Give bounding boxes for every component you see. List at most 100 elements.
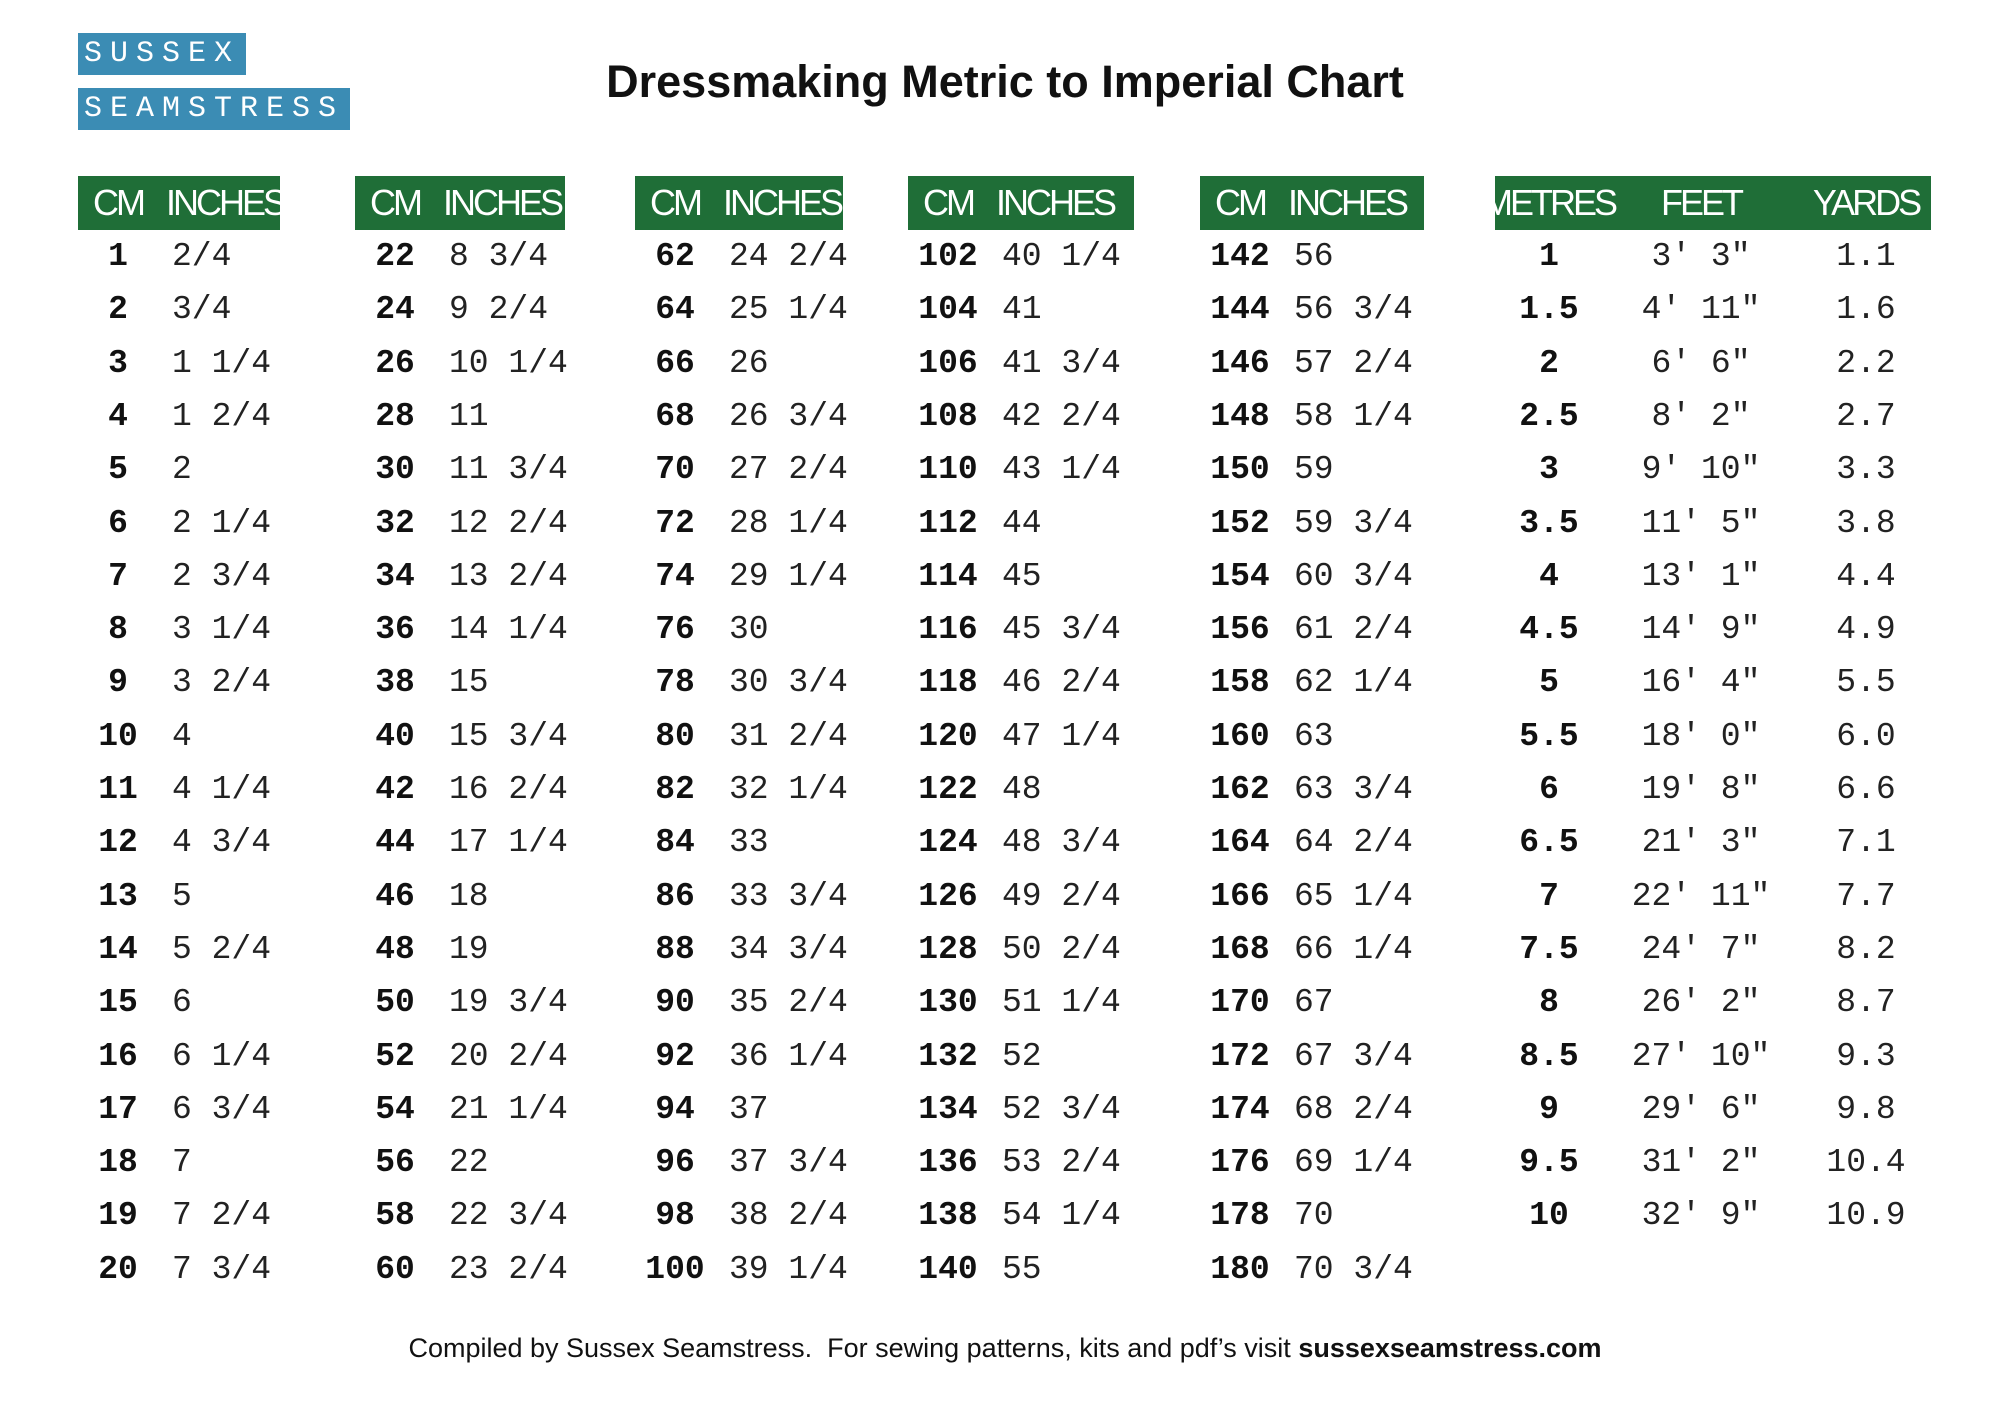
metres-value: 9.5 [1519, 1144, 1579, 1182]
feet-value: 22' 11" [1631, 877, 1771, 915]
feet-value: 19' 8" [1641, 771, 1761, 808]
inches-value: 57 2/4 [1294, 344, 1413, 382]
cm-value: 128 [918, 930, 978, 968]
cm-value: 48 [375, 930, 415, 968]
metres-value: 8.5 [1519, 1037, 1579, 1075]
cm-value: 154 [1210, 557, 1270, 595]
inches-value: 63 3/4 [1294, 771, 1413, 808]
inches-value: 33 3/4 [729, 877, 848, 915]
cm-value: 74 [655, 557, 695, 595]
cm-value: 2 [108, 291, 128, 329]
inches-value: 64 2/4 [1294, 824, 1413, 862]
inches-value: 23 2/4 [449, 1250, 568, 1288]
inches-value: 15 3/4 [449, 717, 568, 755]
cm-value: 54 [375, 1090, 415, 1128]
cm-value: 178 [1210, 1197, 1270, 1235]
inches-value: 56 3/4 [1294, 291, 1413, 329]
metres-value: 2 [1539, 344, 1559, 382]
inches-value: 6 3/4 [172, 1090, 272, 1128]
inches-value: 41 3/4 [1002, 344, 1121, 382]
inches-value: 42 2/4 [1002, 397, 1121, 435]
metres-value: 5 [1539, 664, 1559, 702]
cm-value: 46 [375, 877, 415, 915]
feet-value: 27' 10" [1631, 1037, 1771, 1075]
feet-value: 32' 9" [1641, 1197, 1761, 1235]
inches-value: 40 1/4 [1002, 238, 1121, 275]
cm-value: 150 [1210, 451, 1270, 489]
header-cell: CM [650, 182, 703, 223]
feet-value: 4' 11" [1641, 291, 1761, 329]
inches-value: 66 1/4 [1294, 930, 1413, 968]
inches-value: 15 [449, 664, 489, 702]
title: Dressmaking Metric to Imperial Chart [606, 56, 1404, 107]
cm-value: 30 [375, 451, 415, 489]
inches-value: 1 1/4 [172, 344, 272, 382]
cm-value: 70 [655, 451, 695, 489]
inches-value: 3 1/4 [172, 611, 272, 649]
cm-value: 124 [918, 824, 978, 862]
inches-value: 58 1/4 [1294, 397, 1413, 435]
yards-value: 10.4 [1826, 1144, 1906, 1182]
inches-value: 62 1/4 [1294, 664, 1413, 702]
feet-value: 9' 10" [1641, 451, 1761, 489]
inches-value: 7 [172, 1144, 192, 1182]
inches-value: 3/4 [172, 291, 232, 329]
yards-value: 2.2 [1836, 344, 1896, 382]
yards-value: 3.3 [1836, 451, 1896, 489]
cm-value: 4 [108, 397, 128, 435]
inches-value: 63 [1294, 717, 1334, 755]
inches-value: 4 [172, 717, 192, 755]
cm-value: 36 [375, 611, 415, 649]
cm-value: 104 [918, 291, 978, 329]
metres-value: 4 [1539, 557, 1559, 595]
yards-value: 1.6 [1836, 291, 1896, 329]
inches-value: 39 1/4 [729, 1250, 848, 1288]
cm-value: 166 [1210, 877, 1270, 915]
footer-link[interactable]: sussexseamstress.com [1298, 1333, 1602, 1363]
cm-value: 76 [655, 611, 695, 649]
cm-value: 3 [108, 344, 128, 382]
inches-value: 16 2/4 [449, 771, 568, 808]
metres-value: 1.5 [1519, 291, 1579, 329]
cm-value: 26 [375, 344, 415, 382]
cm-value: 80 [655, 717, 695, 755]
inches-value: 10 1/4 [449, 344, 568, 382]
cm-value: 164 [1210, 824, 1270, 862]
inches-value: 35 2/4 [729, 984, 848, 1022]
cm-value: 168 [1210, 930, 1270, 968]
cm-value: 42 [375, 771, 415, 808]
inches-value: 55 [1002, 1250, 1042, 1288]
cm-value: 38 [375, 664, 415, 702]
metres-value: 5.5 [1519, 717, 1579, 755]
inches-value: 56 [1294, 238, 1334, 275]
header-cell: CM [923, 182, 976, 223]
inches-value: 8 3/4 [449, 238, 549, 275]
inches-value: 11 3/4 [449, 451, 568, 489]
cm-value: 170 [1210, 984, 1270, 1022]
cm-value: 18 [98, 1144, 138, 1182]
inches-value: 12 2/4 [449, 504, 568, 542]
yards-value: 8.7 [1836, 984, 1896, 1022]
inches-value: 59 [1294, 451, 1334, 489]
cm-value: 144 [1210, 291, 1270, 329]
feet-value: 26' 2" [1641, 984, 1761, 1022]
inches-value: 38 2/4 [729, 1197, 848, 1235]
feet-value: 21' 3" [1641, 824, 1761, 862]
cm-value: 108 [918, 397, 978, 435]
inches-value: 70 [1294, 1197, 1334, 1235]
yards-value: 2.7 [1836, 397, 1896, 435]
inches-value: 27 2/4 [729, 451, 848, 489]
cm-value: 148 [1210, 397, 1270, 435]
inches-value: 4 1/4 [172, 771, 272, 808]
cm-value: 180 [1210, 1250, 1270, 1288]
cm-value: 72 [655, 504, 695, 542]
cm-value: 152 [1210, 504, 1270, 542]
cm-value: 102 [918, 238, 978, 275]
cm-value: 34 [375, 557, 415, 595]
cm-value: 10 [98, 717, 138, 755]
cm-value: 11 [98, 771, 138, 808]
inches-value: 2 [172, 451, 192, 489]
inches-value: 54 1/4 [1002, 1197, 1121, 1235]
cm-value: 138 [918, 1197, 978, 1235]
